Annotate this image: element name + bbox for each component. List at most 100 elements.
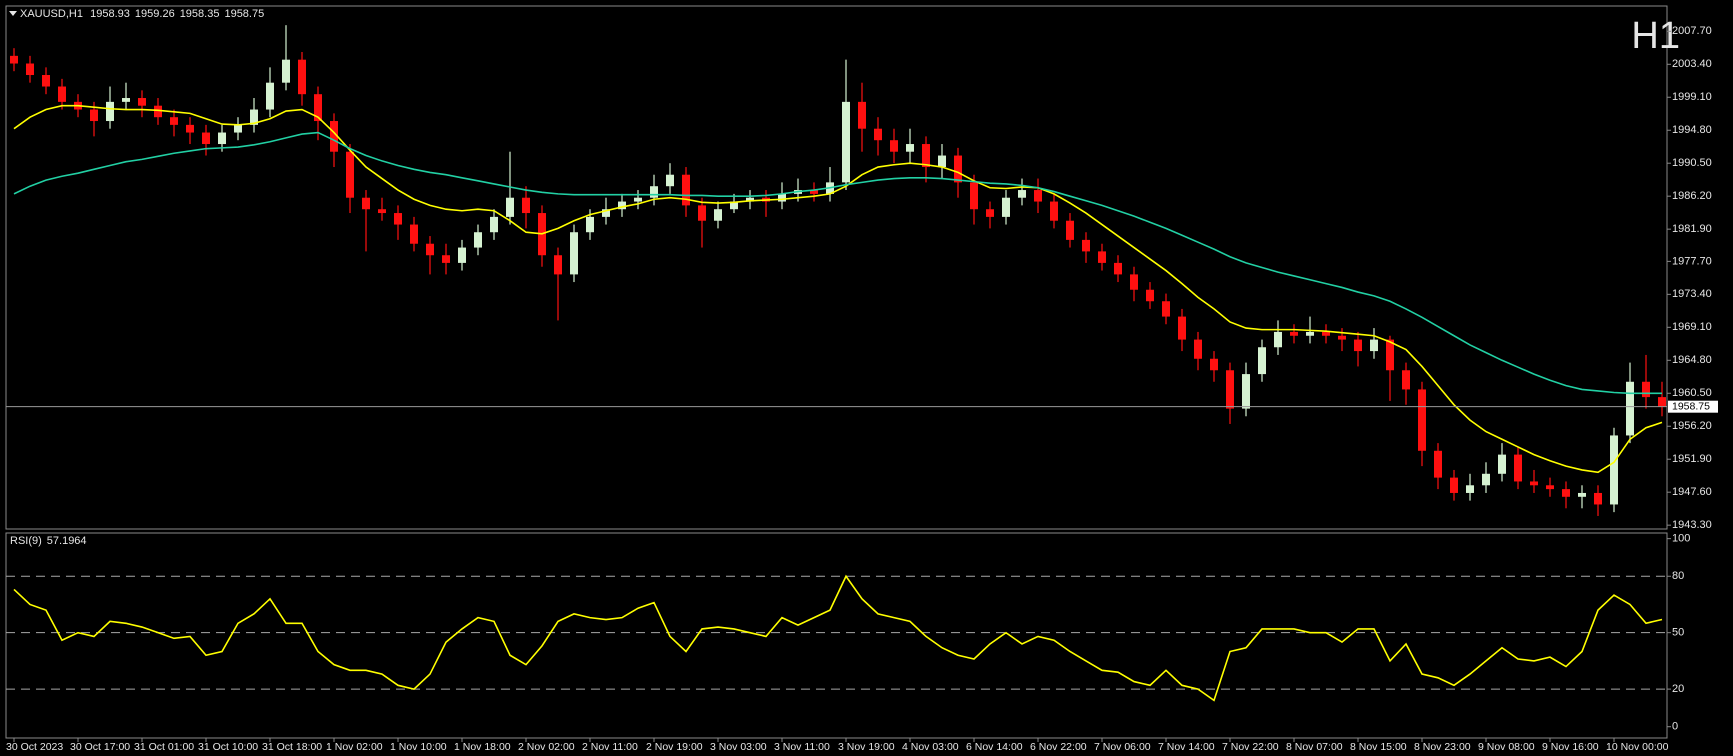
candle-body [1434,450,1442,478]
candle-body [1114,262,1122,275]
candle-body [778,193,786,202]
y-tick-label: 20 [1672,683,1684,695]
candle-body [954,155,962,183]
candle-body [1546,485,1554,490]
candle-body [1322,331,1330,336]
candle-body [1610,435,1618,505]
candle-body [714,209,722,221]
y-tick-label: 1947.60 [1672,486,1712,498]
x-tick-label: 8 Nov 07:00 [1286,741,1343,753]
candle-body [522,197,530,214]
candle-body [90,109,98,122]
candle-body [1514,454,1522,482]
y-tick-label: 1943.30 [1672,519,1712,531]
rsi-name: RSI(9) [10,535,42,547]
moving-average [13,131,1662,395]
candle-body [906,144,914,152]
candle-body [634,197,642,202]
x-tick-label: 31 Oct 01:00 [134,741,194,753]
x-tick-label: 9 Nov 08:00 [1478,741,1535,753]
x-tick-label: 2 Nov 02:00 [518,741,575,753]
x-tick-label: 7 Nov 22:00 [1222,741,1279,753]
y-tick-label: 50 [1672,627,1684,639]
candle-body [26,63,34,76]
timeframe-badge: H1 [1631,15,1680,57]
last-price-box [1668,400,1718,413]
candle-body [346,151,354,198]
y-tick-label: 0 [1672,721,1678,733]
candle-body [602,209,610,217]
x-tick-label: 3 Nov 19:00 [838,741,895,753]
moving-average [13,104,1663,474]
candle-body [298,59,306,95]
candle-body [1226,370,1234,409]
candle-body [10,55,18,64]
candle-body [986,209,994,217]
symbol: XAUUSD,H1 [20,8,83,20]
x-tick-label: 10 Nov 00:00 [1606,741,1669,753]
candle-body [410,224,418,244]
candle-body [42,75,50,87]
candle-body [1450,477,1458,493]
candle-body [1146,289,1154,302]
rsi-header: RSI(9) 57.1964 [10,535,87,547]
candle-body [618,201,626,210]
candle-body [330,121,338,152]
candle-body [970,182,978,210]
y-tick-label: 1994.80 [1672,124,1712,136]
candle-body [1578,492,1586,497]
candle-body [682,174,690,206]
candle-body [362,197,370,210]
candle-body [554,255,562,275]
candle-body [490,216,498,233]
candle-body [1258,347,1266,375]
last-price-label: 1958.75 [1672,400,1710,412]
y-tick-label: 1999.10 [1672,91,1712,103]
rsi-value: 57.1964 [47,535,87,547]
candle-body [938,155,946,168]
candle-body [1658,397,1666,407]
x-tick-label: 9 Nov 16:00 [1542,741,1599,753]
candle-body [1594,492,1602,505]
candle-body [1498,454,1506,474]
candle-body [1002,197,1010,217]
y-tick-label: 1960.50 [1672,387,1712,399]
symbol-header: XAUUSD,H1 1958.93 1959.26 1958.35 1958.75 [20,8,264,20]
candle-body [458,247,466,263]
y-tick-label: 1973.40 [1672,288,1712,300]
candle-body [1050,201,1058,221]
candle-body [1098,251,1106,263]
open-value: 1958.93 [90,8,130,20]
x-tick-label: 31 Oct 18:00 [262,741,322,753]
candle-body [1210,358,1218,371]
x-tick-label: 8 Nov 23:00 [1414,741,1471,753]
rsi-line [13,574,1663,702]
rsi-panel [5,532,1668,739]
candle-body [202,132,210,145]
candle-body [666,174,674,187]
x-tick-label: 6 Nov 14:00 [966,741,1023,753]
candle-body [1386,339,1394,371]
menu-arrow[interactable] [9,11,17,16]
candle-body [218,132,226,145]
candle-body [122,98,130,102]
candle-body [570,232,578,275]
low-value: 1958.35 [180,8,220,20]
candle-body [810,190,818,194]
candle-body [250,109,258,125]
price-panel [5,5,1668,530]
candle-body [1066,220,1074,240]
x-tick-label: 1 Nov 18:00 [454,741,511,753]
candle-body [1370,339,1378,352]
y-tick-label: 80 [1672,570,1684,582]
high-value: 1959.26 [135,8,175,20]
x-tick-label: 6 Nov 22:00 [1030,741,1087,753]
close-value: 1958.75 [224,8,264,20]
candle-body [234,124,242,133]
candle-body [650,186,658,198]
x-tick-label: 8 Nov 15:00 [1350,741,1407,753]
y-tick-label: 1969.10 [1672,321,1712,333]
candle-body [378,209,386,214]
candle-body [138,98,146,106]
